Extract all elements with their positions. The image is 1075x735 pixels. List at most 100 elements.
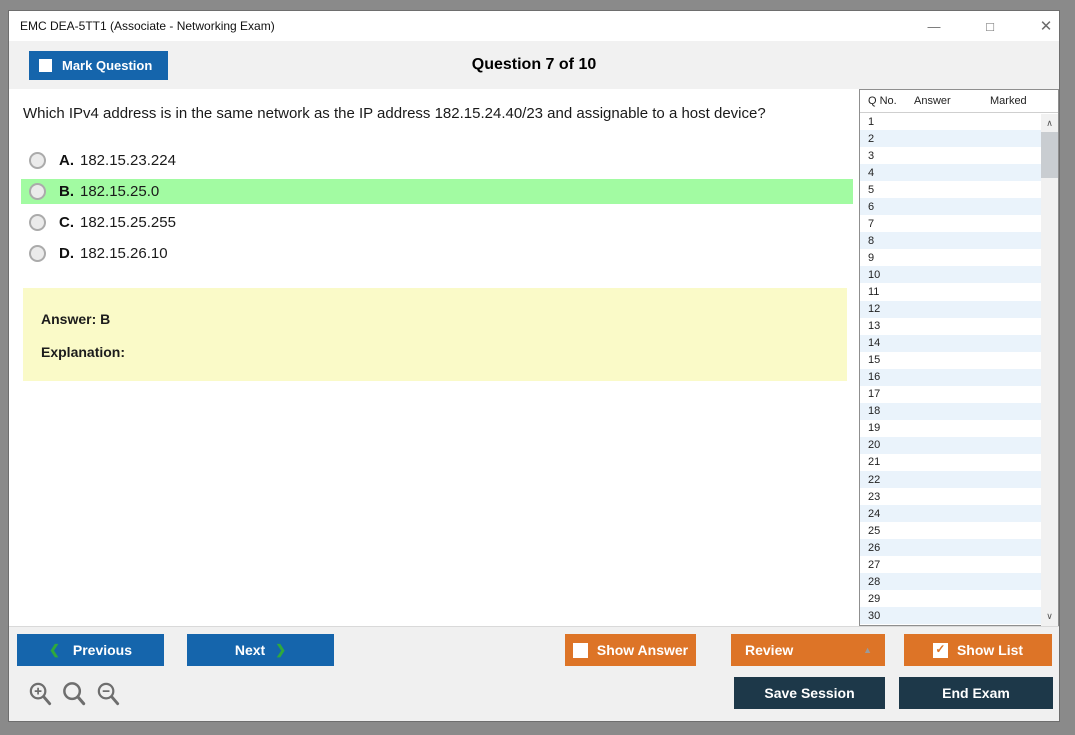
question-list-row[interactable]: 6 (860, 198, 1041, 216)
question-list-row[interactable]: 29 (860, 590, 1041, 607)
question-list-row[interactable]: 7 (860, 215, 1041, 232)
question-text: Which IPv4 address is in the same networ… (23, 105, 766, 122)
close-button[interactable]: ✕ (1031, 11, 1061, 41)
option-text: 182.15.25.0 (80, 183, 160, 200)
chevron-right-icon: ❯ (275, 642, 287, 657)
question-list-row[interactable]: 19 (860, 420, 1041, 437)
question-list-row[interactable]: 21 (860, 454, 1041, 471)
question-list-row[interactable]: 25 (860, 522, 1041, 539)
close-icon: ✕ (1039, 18, 1053, 35)
option-text: 182.15.26.10 (80, 245, 168, 262)
question-number: 20 (868, 439, 881, 452)
show-answer-label: Show Answer (596, 642, 689, 658)
question-list-row[interactable]: 24 (860, 505, 1041, 523)
question-number: 29 (868, 592, 881, 605)
zoom-out-icon[interactable] (95, 681, 122, 708)
question-number: 18 (868, 405, 881, 418)
save-session-label: Save Session (764, 685, 855, 701)
question-list-row[interactable]: 1 (860, 113, 1041, 130)
end-exam-label: End Exam (942, 685, 1010, 701)
explanation-label: Explanation: (41, 344, 126, 360)
option-row[interactable]: D. 182.15.26.10 (21, 241, 853, 266)
zoom-in-icon[interactable] (27, 681, 54, 708)
question-list-row[interactable]: 18 (860, 402, 1041, 420)
chevron-up-icon: ▲ (863, 645, 872, 655)
radio-button-icon[interactable] (29, 245, 46, 262)
question-number: 14 (868, 337, 881, 350)
question-list-row[interactable]: 10 (860, 266, 1041, 284)
show-answer-checkbox[interactable] (572, 642, 588, 658)
question-list-rows: 1 2 3 4 5 6 7 8 9 10 11 12 13 14 15 16 17 18 19 20 21 22 23 24 2… (860, 113, 1058, 625)
question-number: 23 (868, 490, 881, 503)
question-list-row[interactable]: 26 (860, 539, 1041, 557)
question-list-row[interactable]: 16 (860, 368, 1041, 386)
question-number: 16 (868, 371, 881, 384)
question-number: 28 (868, 575, 881, 588)
question-list-panel: Q No. Answer Marked 1 2 3 4 5 6 7 8 9 10 11 12 13 14 1… (859, 89, 1059, 626)
question-list-row[interactable]: 4 (860, 164, 1041, 182)
question-list-scrollbar[interactable]: ∧ ∨ (1041, 114, 1058, 626)
scroll-down-icon[interactable]: ∨ (1046, 611, 1053, 621)
mark-question-checkbox[interactable] (39, 59, 52, 72)
question-list-row[interactable]: 11 (860, 283, 1041, 300)
scrollbar-thumb[interactable] (1041, 132, 1058, 178)
window-title: EMC DEA-5TT1 (Associate - Networking Exa… (20, 19, 275, 33)
scroll-up-icon[interactable]: ∧ (1046, 118, 1053, 128)
radio-button-icon[interactable] (29, 152, 46, 169)
minimize-button[interactable]: — (919, 11, 949, 41)
review-button[interactable]: Review ▲ (731, 634, 885, 666)
end-exam-button[interactable]: End Exam (899, 677, 1053, 709)
show-list-checkbox[interactable]: ✓ (932, 642, 948, 658)
chevron-left-icon: ❮ (48, 642, 60, 657)
question-number: 1 (868, 115, 875, 128)
next-button[interactable]: Next ❯ (187, 634, 334, 666)
minimize-icon: — (927, 18, 941, 34)
question-list-row[interactable]: 30 (860, 607, 1041, 625)
radio-button-icon[interactable] (29, 183, 46, 200)
question-list-row[interactable]: 8 (860, 232, 1041, 250)
show-answer-button[interactable]: Show Answer (565, 634, 696, 666)
question-number: 10 (868, 268, 881, 281)
question-list-row[interactable]: 9 (860, 249, 1041, 266)
question-number: 4 (868, 166, 875, 179)
maximize-button[interactable]: □ (975, 11, 1005, 41)
question-number: 22 (868, 473, 881, 486)
question-list-row[interactable]: 2 (860, 130, 1041, 148)
option-row[interactable]: B. 182.15.25.0 (21, 179, 853, 204)
question-list-row[interactable]: 27 (860, 556, 1041, 573)
radio-button-icon[interactable] (29, 214, 46, 231)
maximize-icon: □ (986, 18, 994, 34)
question-number: 7 (868, 217, 875, 230)
previous-button[interactable]: ❮ Previous (17, 634, 164, 666)
column-header-answer: Answer (914, 95, 951, 107)
question-list-row[interactable]: 23 (860, 488, 1041, 505)
option-row[interactable]: A. 182.15.23.224 (21, 148, 853, 173)
option-text: 182.15.25.255 (80, 214, 176, 231)
question-list-row[interactable]: 17 (860, 386, 1041, 403)
mark-question-button[interactable]: Mark Question (29, 51, 169, 80)
question-list-row[interactable]: 20 (860, 436, 1041, 454)
save-session-button[interactable]: Save Session (734, 677, 885, 709)
show-list-button[interactable]: ✓ Show List (904, 634, 1052, 666)
footer-bar: ❮ Previous Next ❯ Show Answer Review ▲ ✓… (9, 626, 1059, 721)
question-list-row[interactable]: 5 (860, 181, 1041, 198)
question-number: 12 (868, 303, 881, 316)
question-number: 27 (868, 558, 881, 571)
question-number: 17 (868, 388, 881, 401)
question-list-row[interactable]: 28 (860, 573, 1041, 591)
question-list-row[interactable]: 13 (860, 318, 1041, 335)
review-label: Review (745, 642, 794, 658)
question-list-row[interactable]: 22 (860, 470, 1041, 489)
question-number: 15 (868, 354, 881, 367)
question-number: 21 (868, 456, 881, 469)
checkmark-icon: ✓ (935, 642, 946, 656)
zoom-reset-icon[interactable] (61, 681, 88, 708)
question-number: 19 (868, 422, 881, 435)
question-list-row[interactable]: 3 (860, 147, 1041, 164)
question-list-row[interactable]: 15 (860, 352, 1041, 369)
question-list-row[interactable]: 12 (860, 300, 1041, 318)
question-number: 5 (868, 183, 875, 196)
option-row[interactable]: C. 182.15.25.255 (21, 210, 853, 235)
previous-label: Previous (72, 642, 133, 658)
question-list-row[interactable]: 14 (860, 334, 1041, 352)
